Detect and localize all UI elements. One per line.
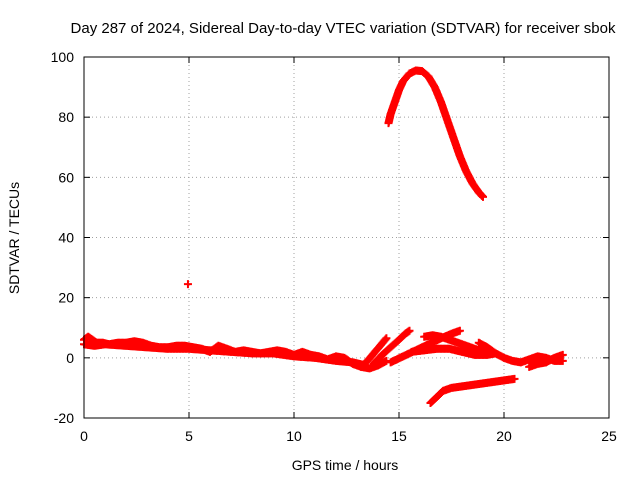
y-tick-label: -20	[54, 410, 74, 426]
data-point	[510, 374, 519, 383]
x-axis-ticks: 0 5 10 15 20 25	[80, 57, 617, 444]
x-tick-label: 0	[80, 428, 88, 444]
data-point	[479, 192, 487, 201]
y-axis-label: SDTVAR / TECUs	[6, 182, 22, 294]
series-rising-track-2	[369, 326, 414, 368]
y-tick-label: 40	[58, 230, 74, 246]
series-high-arc-pass	[384, 66, 487, 201]
series-isolated-point	[183, 280, 192, 289]
chart-title: Day 287 of 2024, Sidereal Day-to-day VTE…	[71, 20, 616, 37]
y-tick-label: 20	[58, 290, 74, 306]
series-baseline-track-2	[80, 340, 370, 370]
y-tick-label: 100	[51, 49, 75, 65]
y-tick-label: 0	[66, 350, 74, 366]
y-axis-ticks: -20 0 20 40 60 80 100	[51, 49, 609, 426]
data-point	[455, 326, 464, 335]
data-point	[183, 280, 192, 289]
series-negative-track	[426, 374, 519, 407]
x-tick-label: 10	[286, 428, 302, 444]
series-rising-track-1	[357, 334, 391, 371]
data-point	[405, 326, 414, 335]
x-tick-label: 5	[185, 428, 193, 444]
y-tick-label: 80	[58, 109, 74, 125]
y-tick-label: 60	[58, 169, 74, 185]
data-point	[382, 334, 391, 343]
x-tick-label: 20	[496, 428, 512, 444]
x-tick-label: 25	[601, 428, 617, 444]
series-late-track-2	[525, 350, 567, 371]
x-axis-label: GPS time / hours	[292, 457, 399, 473]
data-points	[80, 66, 567, 407]
data-point	[558, 350, 567, 359]
x-tick-label: 15	[391, 428, 407, 444]
